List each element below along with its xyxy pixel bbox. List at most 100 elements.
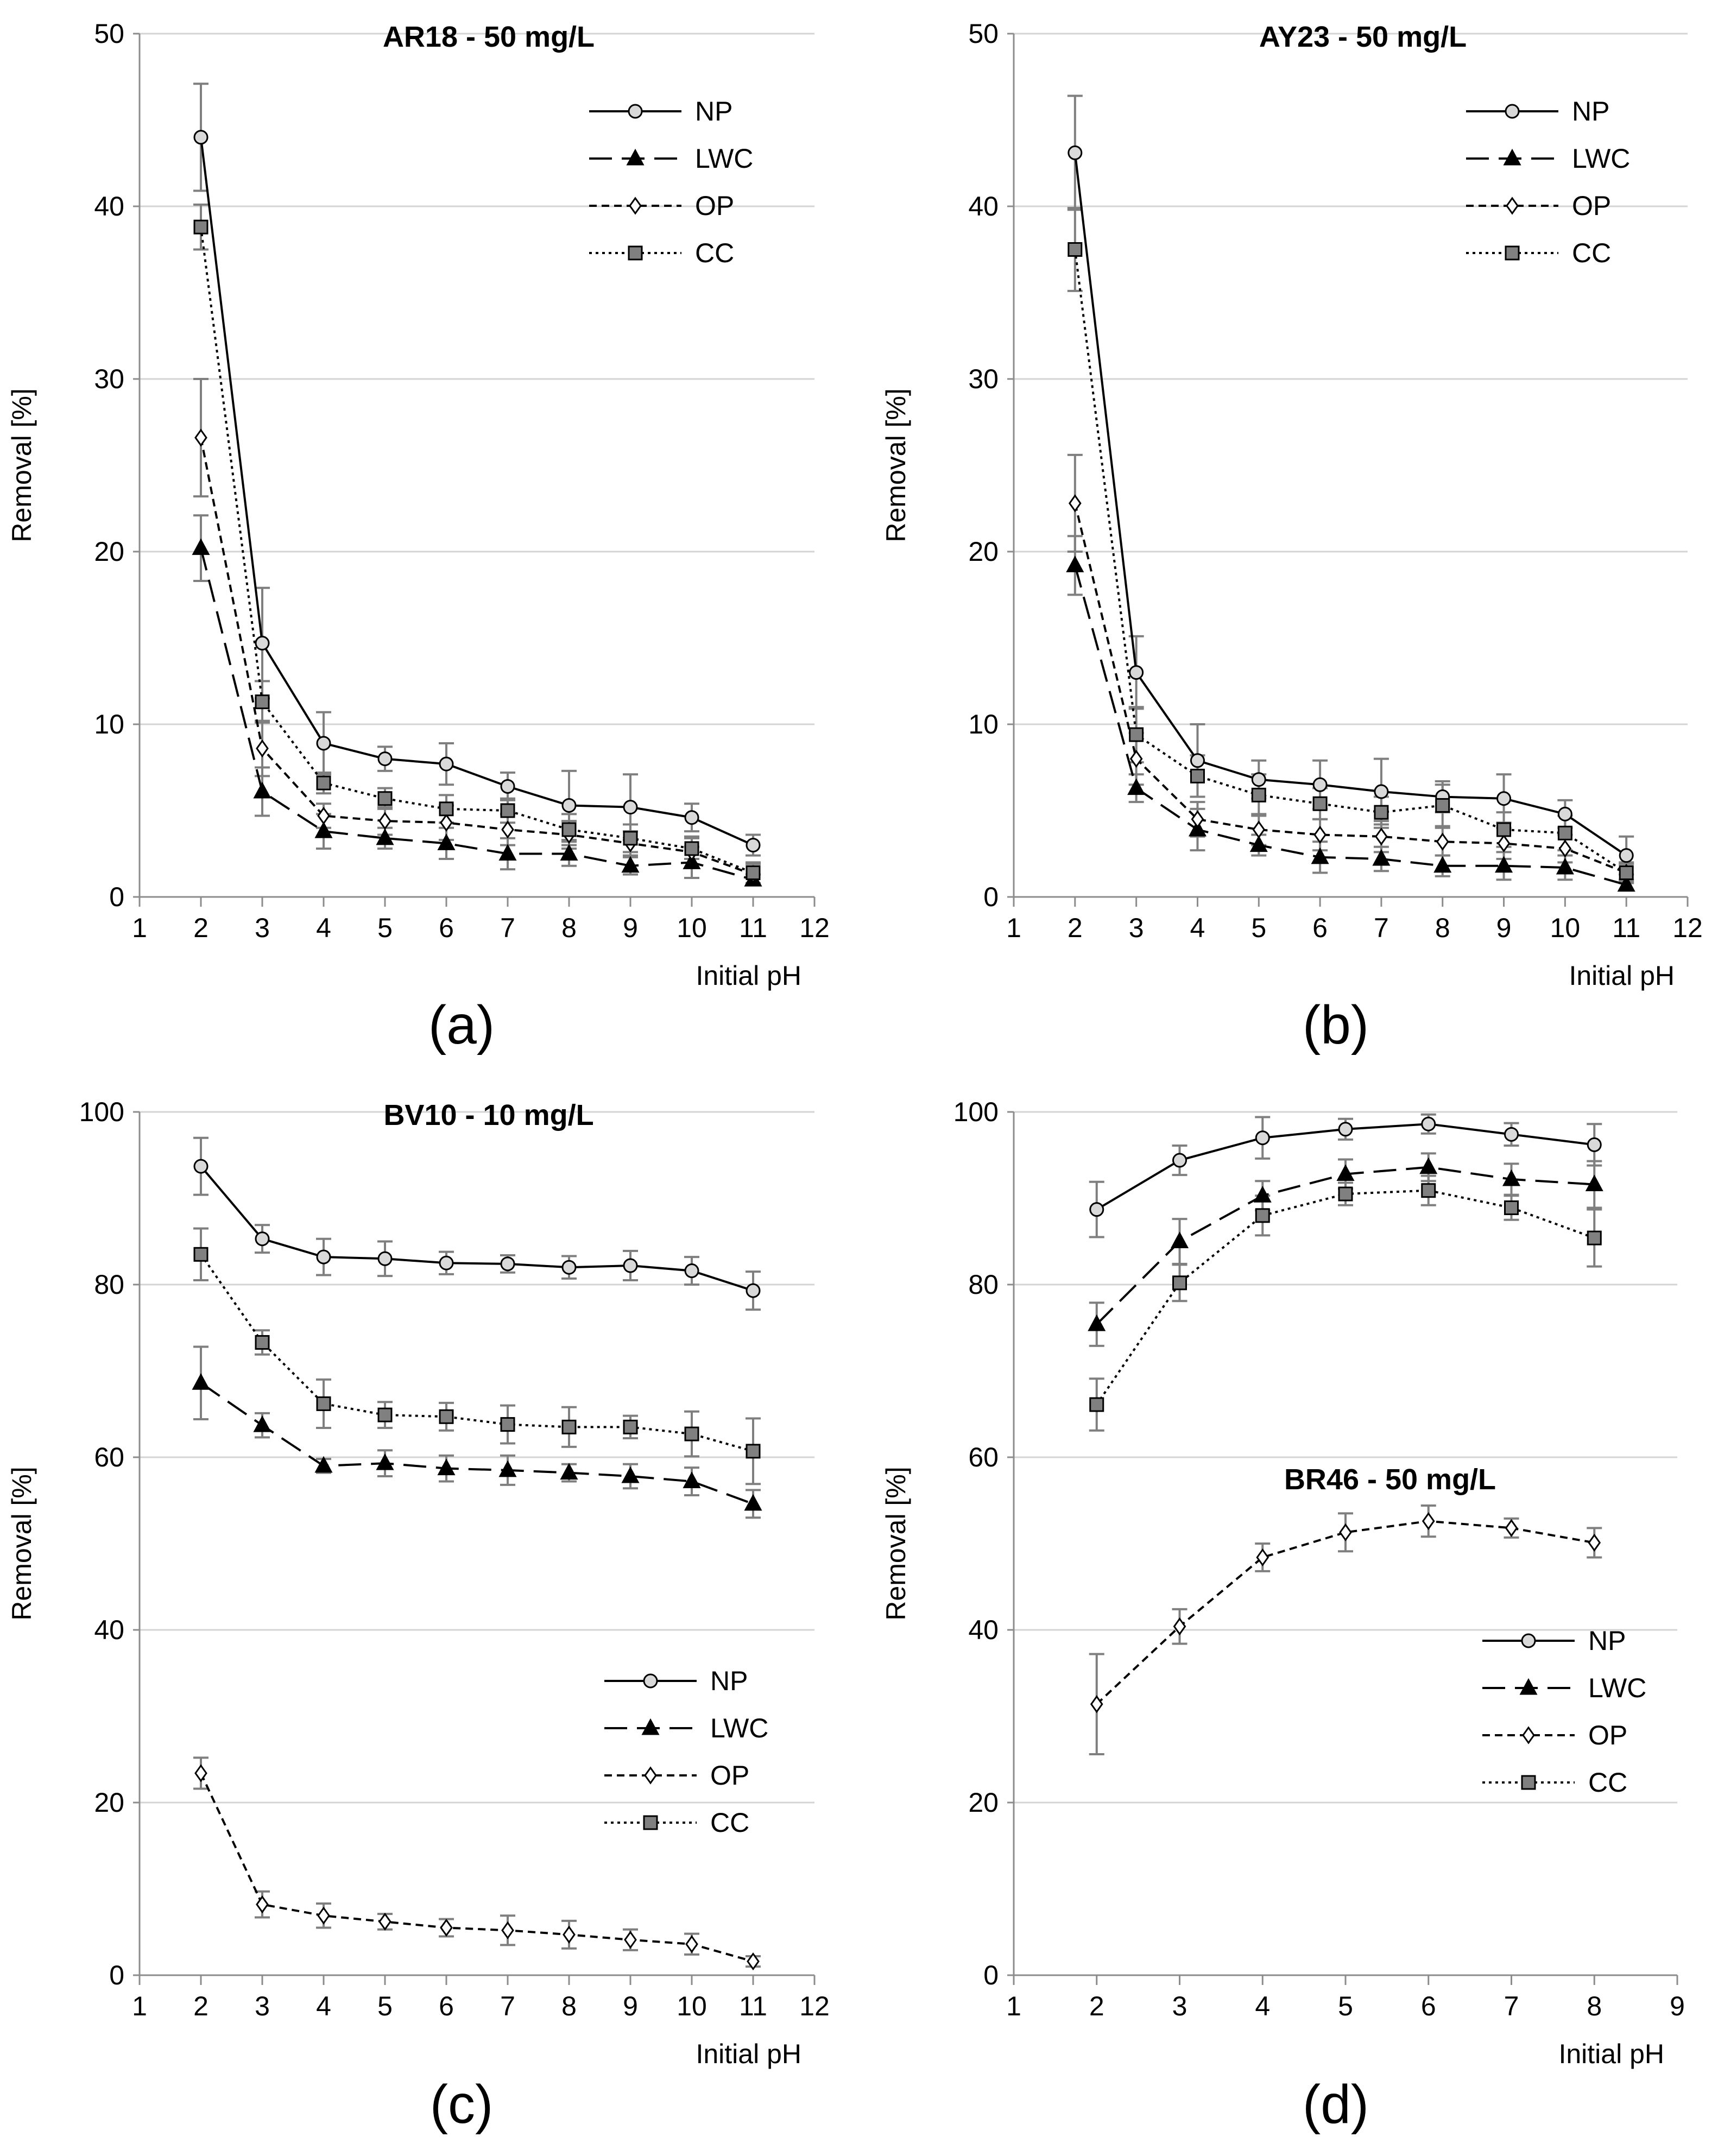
legend: NP LWC OP CC <box>1482 1626 1646 1798</box>
x-axis-label: Initial pH <box>1558 2039 1664 2069</box>
data-point-np <box>684 1263 699 1279</box>
data-point-op <box>256 739 269 758</box>
data-point-op <box>563 1925 576 1944</box>
data-point-lwc <box>437 1458 456 1476</box>
data-point-cc <box>561 1419 577 1434</box>
legend-marker-cc <box>643 1815 658 1830</box>
data-point-np <box>193 130 209 145</box>
data-point-cc <box>1421 1183 1436 1198</box>
data-point-np <box>561 798 577 813</box>
data-point-op <box>1256 1548 1269 1567</box>
data-point-cc <box>500 803 515 818</box>
legend-label-np: NP <box>695 96 732 127</box>
series-line-op <box>1073 503 1627 874</box>
x-tick-label: 4 <box>316 913 331 943</box>
data-point-np <box>1374 784 1389 799</box>
x-tick-label: 1 <box>132 913 147 943</box>
data-point-cc <box>746 1444 761 1459</box>
x-tick-label: 3 <box>255 1991 270 2021</box>
legend-marker-lwc <box>1503 148 1521 166</box>
legend-label-lwc: LWC <box>1588 1673 1646 1703</box>
data-point-cc <box>255 1335 270 1350</box>
data-point-lwc <box>498 1460 517 1477</box>
y-axis-label: Removal [%] <box>881 1466 911 1620</box>
x-tick-label: 9 <box>1496 913 1512 943</box>
x-tick-label: 10 <box>1550 913 1581 943</box>
data-point-lwc <box>1249 835 1268 852</box>
x-tick-label: 5 <box>1338 1991 1353 2021</box>
legend-label-np: NP <box>710 1666 748 1696</box>
x-tick-label: 2 <box>1068 913 1083 943</box>
y-tick-label: 40 <box>968 1615 999 1645</box>
data-point-op <box>1173 1617 1186 1636</box>
data-point-op <box>1129 750 1143 768</box>
data-point-lwc <box>376 1453 394 1470</box>
data-point-lwc <box>1253 1186 1272 1203</box>
legend-label-op: OP <box>1588 1720 1627 1750</box>
data-point-np <box>746 838 761 853</box>
y-tick-label: 100 <box>953 1097 999 1127</box>
data-point-op <box>1068 494 1082 513</box>
data-point-lwc <box>1617 875 1635 892</box>
y-tick-label: 60 <box>94 1442 124 1472</box>
data-point-lwc <box>560 844 578 861</box>
x-tick-label: 6 <box>1421 1991 1436 2021</box>
data-point-cc <box>1587 1230 1602 1245</box>
data-point-cc <box>1557 825 1572 840</box>
y-tick-label: 20 <box>968 536 999 567</box>
data-point-lwc <box>1502 1169 1521 1186</box>
x-tick-label: 2 <box>1089 1991 1104 2021</box>
x-tick-label: 5 <box>1251 913 1266 943</box>
data-point-np <box>1251 772 1266 787</box>
data-point-cc <box>1251 787 1266 802</box>
data-point-np <box>193 1159 209 1174</box>
panel-label: (c) <box>430 2074 494 2135</box>
data-point-cc <box>1129 727 1144 742</box>
series-line-lwc <box>200 1382 754 1505</box>
x-tick-label: 3 <box>1129 913 1144 943</box>
legend-label-cc: CC <box>710 1807 749 1838</box>
data-point-np <box>1312 777 1328 792</box>
data-point-lwc <box>1066 555 1084 572</box>
y-tick-label: 40 <box>968 191 999 222</box>
data-point-lwc <box>1433 856 1452 873</box>
x-tick-label: 3 <box>255 913 270 943</box>
x-tick-label: 7 <box>500 1991 515 2021</box>
y-tick-label: 30 <box>968 364 999 394</box>
data-point-np <box>623 800 638 815</box>
data-point-cc <box>684 1426 699 1441</box>
x-tick-label: 7 <box>500 913 515 943</box>
data-point-cc <box>1504 1200 1519 1215</box>
series-line-np <box>200 1165 754 1292</box>
x-tick-label: 1 <box>1006 1991 1021 2021</box>
data-point-op <box>1422 1512 1435 1531</box>
data-point-op <box>1313 825 1327 844</box>
data-point-op <box>378 1912 391 1931</box>
data-point-np <box>439 1255 454 1270</box>
data-point-cc <box>316 775 331 791</box>
data-point-np <box>1089 1202 1104 1217</box>
y-tick-label: 10 <box>968 709 999 739</box>
x-tick-label: 2 <box>193 1991 209 2021</box>
data-point-np <box>500 1256 515 1272</box>
chart-title: BV10 - 10 mg/L <box>383 1099 593 1131</box>
data-point-np <box>1338 1122 1353 1137</box>
y-axis-label: Removal [%] <box>7 388 37 542</box>
data-point-lwc <box>1419 1157 1438 1174</box>
data-point-np <box>377 1251 393 1266</box>
y-tick-label: 20 <box>94 536 124 567</box>
data-point-cc <box>1619 865 1634 880</box>
data-point-np <box>623 1258 638 1273</box>
y-tick-label: 40 <box>94 1615 124 1645</box>
series-line-cc <box>1096 1189 1595 1406</box>
legend-label-lwc: LWC <box>695 143 753 174</box>
data-point-op <box>685 1935 698 1953</box>
x-tick-label: 12 <box>799 1991 830 2021</box>
data-point-cc <box>255 694 270 710</box>
data-point-lwc <box>1188 819 1207 837</box>
data-point-op <box>194 1764 207 1782</box>
data-point-op <box>317 1906 330 1925</box>
data-point-lwc <box>192 1373 210 1390</box>
